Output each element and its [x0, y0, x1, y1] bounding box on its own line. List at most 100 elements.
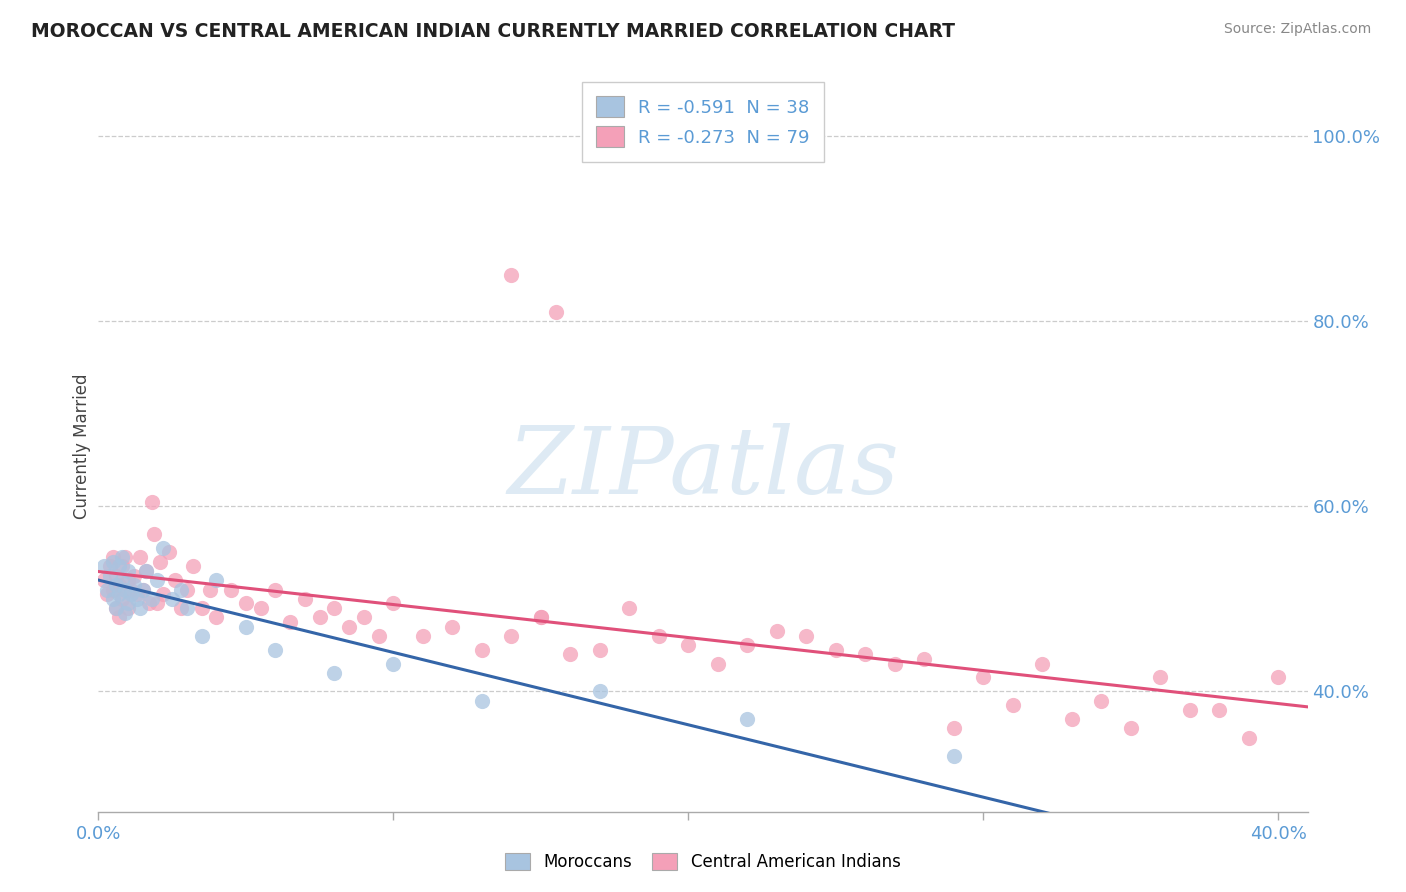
Point [117, 596, 139, 610]
Point [105, 578, 128, 592]
Point [1031, 657, 1053, 671]
Point [264, 582, 287, 597]
Point [105, 601, 128, 615]
Point [1237, 731, 1260, 745]
Point [337, 619, 360, 633]
Point [619, 601, 641, 615]
Point [101, 582, 124, 597]
Point [111, 550, 134, 565]
Point [412, 629, 434, 643]
Point [264, 642, 287, 657]
Point [249, 601, 271, 615]
Point [101, 555, 124, 569]
Point [190, 629, 212, 643]
Point [235, 596, 257, 610]
Point [105, 601, 128, 615]
Point [205, 574, 228, 588]
Point [706, 657, 728, 671]
Point [589, 684, 612, 698]
Point [176, 601, 198, 615]
Point [1149, 670, 1171, 684]
Text: MOROCCAN VS CENTRAL AMERICAN INDIAN CURRENTLY MARRIED CORRELATION CHART: MOROCCAN VS CENTRAL AMERICAN INDIAN CURR… [31, 22, 955, 41]
Legend: Moroccans, Central American Indians: Moroccans, Central American Indians [496, 845, 910, 880]
Point [1090, 693, 1112, 707]
Point [135, 564, 157, 578]
Point [972, 670, 994, 684]
Point [170, 601, 193, 615]
Point [131, 582, 153, 597]
Point [131, 582, 153, 597]
Point [143, 527, 166, 541]
Text: Source: ZipAtlas.com: Source: ZipAtlas.com [1223, 22, 1371, 37]
Point [501, 629, 523, 643]
Point [96, 587, 118, 601]
Point [1208, 703, 1230, 717]
Point [735, 712, 758, 726]
Point [138, 596, 160, 610]
Point [125, 591, 148, 606]
Point [93, 559, 115, 574]
Point [308, 610, 330, 624]
Point [648, 629, 671, 643]
Point [146, 574, 169, 588]
Point [883, 657, 905, 671]
Point [235, 619, 257, 633]
Y-axis label: Currently Married: Currently Married [73, 373, 91, 519]
Text: ZIPatlas: ZIPatlas [508, 423, 898, 513]
Point [128, 601, 150, 615]
Point [678, 638, 700, 652]
Point [278, 615, 301, 629]
Point [93, 574, 115, 588]
Point [120, 587, 142, 601]
Point [530, 610, 553, 624]
Point [1119, 722, 1142, 736]
Point [111, 574, 134, 588]
Point [117, 601, 139, 615]
Point [101, 550, 124, 565]
Point [824, 642, 846, 657]
Point [120, 582, 142, 597]
Point [735, 638, 758, 652]
Point [1208, 870, 1230, 884]
Point [160, 591, 183, 606]
Point [98, 568, 121, 582]
Point [794, 629, 817, 643]
Point [98, 559, 121, 574]
Point [441, 619, 464, 633]
Point [181, 559, 204, 574]
Point [176, 582, 198, 597]
Point [108, 559, 131, 574]
Legend: R = -0.591  N = 38, R = -0.273  N = 79: R = -0.591 N = 38, R = -0.273 N = 79 [582, 82, 824, 161]
Point [128, 550, 150, 565]
Point [323, 601, 346, 615]
Point [108, 610, 131, 624]
Point [108, 587, 131, 601]
Point [114, 606, 136, 620]
Point [471, 642, 494, 657]
Point [122, 568, 145, 582]
Point [1001, 698, 1024, 713]
Point [117, 564, 139, 578]
Point [170, 582, 193, 597]
Point [111, 591, 134, 606]
Point [367, 629, 389, 643]
Point [108, 578, 131, 592]
Point [111, 559, 134, 574]
Point [1060, 712, 1083, 726]
Point [1267, 670, 1289, 684]
Point [853, 648, 876, 662]
Point [942, 749, 965, 764]
Point [294, 591, 316, 606]
Point [152, 587, 174, 601]
Point [114, 550, 136, 565]
Point [190, 601, 212, 615]
Point [471, 693, 494, 707]
Point [530, 610, 553, 624]
Point [560, 648, 582, 662]
Point [353, 610, 375, 624]
Point [1178, 703, 1201, 717]
Point [157, 545, 180, 559]
Point [323, 665, 346, 680]
Point [105, 568, 128, 582]
Point [141, 591, 163, 606]
